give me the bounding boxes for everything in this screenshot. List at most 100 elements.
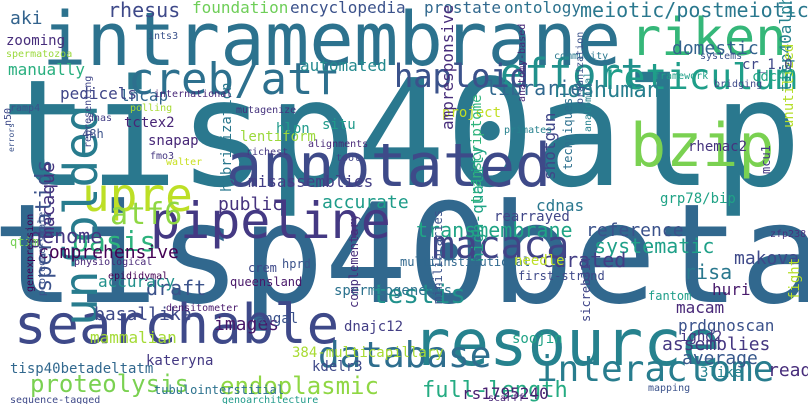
cloud-word: primates (504, 125, 553, 136)
cloud-word: 384-multicapillary (292, 345, 444, 361)
cloud-word: rhemac2 (688, 139, 748, 155)
cloud-word: mammalian (90, 328, 177, 347)
cloud-word: kdelr3 (312, 359, 363, 375)
cloud-word: kateryna (146, 353, 214, 369)
cloud-word: genome (30, 224, 103, 248)
cloud-word: tctex2 (124, 115, 175, 131)
cloud-word: fight (787, 257, 803, 300)
cloud-word: reference (586, 220, 684, 241)
cloud-word: framework (654, 71, 709, 82)
cloud-word: makova (734, 248, 800, 269)
cloud-word: techniques (561, 97, 575, 170)
cloud-word: queensland (230, 275, 303, 289)
cloud-word: risa (684, 260, 733, 284)
cloud-word: ints3 (148, 31, 179, 42)
cloud-word: ampresponsive (438, 4, 457, 130)
cloud-word: zooming (6, 33, 66, 49)
cloud-word: encyclopedia (290, 0, 406, 17)
cloud-word: international (154, 89, 233, 100)
cloud-word: ramp4 (10, 103, 41, 114)
cloud-word: mapping (648, 383, 691, 394)
cloud-word: domestic (672, 38, 759, 59)
cloud-word: lentiform (240, 129, 316, 145)
cloud-word: reticulum (602, 57, 798, 98)
cloud-word: tisp40alpha (0, 48, 808, 220)
cloud-word: crem (248, 261, 277, 275)
cloud-word: pipeline (150, 192, 391, 250)
cloud-word: basallike (94, 304, 192, 325)
cloud-word: richest (246, 147, 289, 158)
cloud-word: macaca (432, 223, 570, 267)
cloud-word: database (318, 335, 492, 376)
cloud-word: mutagenize (236, 105, 297, 116)
cloud-word: intramembrane (42, 0, 622, 83)
cloud-word: fmo3 (150, 151, 175, 162)
cloud-word: dnas (88, 113, 113, 124)
cloud-word: systems (700, 51, 743, 62)
cloud-word: creb/atf (128, 54, 340, 105)
cloud-word: accurate (322, 192, 409, 213)
cloud-word: high-quality (468, 146, 487, 262)
cloud-word: oasis (72, 225, 157, 258)
cloud-word: automated (300, 56, 387, 75)
cloud-word: ontology (504, 0, 582, 17)
cloud-word: prostate (424, 0, 502, 17)
cloud-word: densitometer (166, 303, 239, 314)
cloud-word: errors (7, 123, 16, 152)
cloud-word: full-length (422, 378, 568, 403)
cloud-word: angal (256, 311, 299, 327)
cloud-word: sequence-tagged (10, 395, 101, 404)
cloud-word: ighd2 (680, 329, 723, 345)
cloud-word: riken (630, 8, 787, 68)
cloud-word: shotgun (540, 112, 559, 180)
cloud-word: community (554, 51, 609, 62)
cloud-word: dnajc12 (344, 319, 404, 335)
cloud-word: tisp40betadeltatm (10, 361, 154, 377)
cloud-word: resource (412, 307, 721, 381)
cloud-word: aki (10, 8, 43, 29)
cloud-word: snapap (148, 133, 199, 149)
cloud-word: macam (676, 298, 725, 317)
cloud-word: scarff (488, 393, 525, 404)
cloud-word: genexpression (25, 213, 36, 292)
cloud-word: walter (166, 157, 203, 168)
cloud-word: project (442, 105, 502, 121)
cloud-word: grp78/bip (660, 191, 736, 207)
cloud-word: prdgnoscan (678, 316, 775, 335)
cloud-word: representing (83, 75, 94, 148)
cloud-word: tisp40beta (0, 174, 808, 335)
cloud-word: hprd (282, 257, 311, 271)
cloud-word: bridging (714, 79, 763, 90)
cloud-word: endoplasmic (220, 372, 379, 400)
cloud-word: public (218, 194, 284, 215)
cloud-word: accuracy (98, 272, 176, 291)
cloud-word: zfp238 (770, 229, 807, 240)
cloud-word: anatomical (583, 71, 594, 132)
cloud-word: pedicels (60, 84, 138, 103)
cloud-word: fantom (648, 289, 692, 303)
cloud-word: needle (514, 253, 565, 269)
cloud-word: cr_1.0 (742, 57, 793, 73)
cloud-word: meiotic/postmeiotic (580, 0, 808, 22)
cloud-word: haploid (394, 57, 529, 95)
cloud-word: proteolysis (30, 370, 189, 398)
cloud-word: spermiogenesis (334, 283, 453, 299)
cloud-word: bzip (630, 111, 775, 181)
cloud-word: transmembrane (416, 218, 573, 242)
cloud-word: interactome (536, 349, 775, 390)
cloud-word: anatomy-based (517, 23, 528, 102)
cloud-word: misassemblies (248, 172, 374, 191)
cloud-word: effort (500, 51, 645, 97)
cloud-word: rhesus (108, 0, 181, 22)
cloud-word: assemblies (662, 334, 771, 355)
cloud-word: libraries (486, 76, 595, 100)
cloud-word: mcu1 (759, 145, 773, 174)
cloud-word: sicreb314 (579, 256, 593, 322)
cloud-word: upre (82, 168, 193, 222)
cloud-word: read (768, 360, 808, 381)
cloud-word: spermatozoa (6, 49, 73, 60)
cloud-word: images (214, 314, 280, 335)
cloud-word: hlpn (276, 121, 310, 137)
cloud-word: epididymal (108, 271, 169, 282)
